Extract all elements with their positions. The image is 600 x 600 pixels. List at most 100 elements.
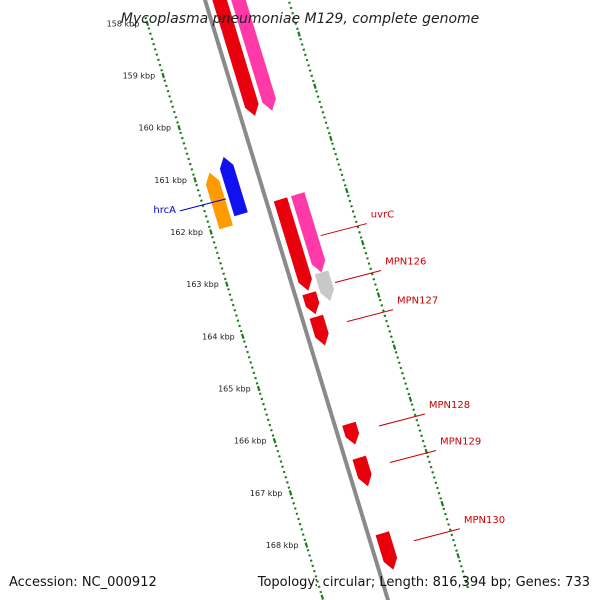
scale-minor-tick: [262, 402, 265, 406]
scale-minor-tick: [285, 481, 289, 484]
gene-arrow-red: [302, 291, 320, 315]
scale-minor-tick: [415, 418, 419, 422]
scale-minor-tick: [238, 324, 241, 328]
scale-minor-tick: [243, 340, 246, 343]
scale-minor-tick: [321, 111, 325, 114]
scale-minor-tick: [271, 434, 275, 437]
scale-minor-tick: [432, 476, 436, 479]
scale-minor-tick: [455, 549, 458, 552]
scale-minor-tick: [300, 528, 303, 531]
scale-major-tick-right: [392, 344, 397, 350]
scale-label: 166 kbp: [234, 437, 267, 446]
scale-major-tick-right: [313, 83, 317, 89]
gene-arrow-red: [273, 197, 312, 291]
scale-minor-tick: [331, 142, 334, 145]
scale-minor-tick: [301, 533, 305, 536]
gene-arrow-pink: [291, 192, 326, 273]
backbone-track: [202, 0, 391, 600]
scale-minor-tick: [342, 178, 345, 182]
scale-minor-tick: [354, 220, 358, 224]
scale-minor-tick: [270, 428, 273, 432]
scale-minor-tick: [179, 131, 183, 135]
scale-minor-tick: [351, 210, 355, 213]
scale-minor-tick: [168, 95, 171, 98]
scale-minor-tick: [268, 423, 272, 427]
scale-minor-tick: [370, 272, 374, 276]
scale-minor-tick: [332, 147, 336, 151]
scale-major-tick: [209, 229, 213, 235]
scale-minor-tick: [288, 1, 291, 5]
scale-major-tick-right: [376, 292, 381, 298]
scale-minor-tick: [228, 293, 232, 296]
scale-minor-tick: [459, 564, 463, 568]
scale-minor-tick: [149, 32, 152, 36]
scale-minor-tick: [192, 173, 195, 176]
scale-minor-tick: [463, 575, 466, 578]
scale-minor-tick: [297, 517, 300, 521]
scale-minor-tick: [299, 37, 302, 41]
scale-minor-tick: [282, 470, 286, 474]
map-title: Mycoplasma pneumoniae M129, complete gen…: [121, 11, 480, 27]
scale-minor-tick: [310, 74, 314, 78]
scale-minor-tick: [452, 538, 455, 542]
scale-minor-tick: [180, 136, 184, 140]
scale-minor-tick: [290, 496, 294, 500]
scale-minor-tick: [185, 152, 189, 156]
scale-minor-tick: [335, 157, 339, 161]
scale-minor-tick: [291, 11, 295, 15]
gene-arrow-red: [375, 531, 398, 570]
scale-minor-tick: [198, 194, 202, 197]
scale-minor-tick: [308, 69, 312, 72]
scale-minor-tick: [314, 575, 318, 578]
gene-arrow-red: [309, 314, 329, 346]
scale-minor-tick: [287, 486, 291, 489]
label-leader-line: [389, 450, 437, 464]
scale-minor-tick: [318, 100, 322, 104]
scale-minor-tick: [147, 27, 151, 30]
scale-label: 160 kbp: [139, 124, 172, 133]
scale-minor-tick: [246, 350, 249, 354]
scale-minor-tick: [429, 465, 433, 469]
scale-minor-tick: [196, 188, 200, 192]
scale-major-tick-right: [440, 500, 445, 507]
scale-minor-tick: [366, 257, 369, 260]
scale-minor-tick: [319, 105, 323, 109]
scale-label: 163 kbp: [186, 280, 219, 289]
scale-minor-tick: [326, 126, 330, 130]
scale-minor-tick: [464, 580, 468, 584]
scale-minor-tick: [380, 304, 384, 307]
accession-text: Accession: NC_000912: [9, 575, 157, 590]
scale-minor-tick: [266, 418, 270, 422]
scale-minor-tick: [258, 392, 262, 396]
scale-minor-tick: [359, 236, 363, 239]
scale-major-tick: [145, 20, 150, 27]
scale-minor-tick: [200, 199, 203, 202]
scale-label: 162 kbp: [170, 228, 203, 237]
scale-minor-tick: [278, 455, 281, 458]
scale-major-tick-right: [456, 553, 460, 559]
scale-minor-tick: [165, 84, 168, 88]
scale-minor-tick: [356, 225, 360, 229]
gene-labels: hrcA uvrC MPN126 MPN127 MPN128 MPN129 MPN130: [153, 198, 505, 542]
scale-minor-tick: [386, 324, 390, 328]
scale-minor-tick: [418, 429, 422, 432]
scale-minor-tick: [249, 361, 253, 364]
scale-minor-tick: [309, 559, 313, 562]
scale-minor-tick: [340, 173, 344, 177]
scale-minor-tick: [303, 538, 307, 542]
scale-minor-tick: [389, 335, 393, 338]
scale-minor-tick: [391, 340, 395, 344]
label-leader-line: [413, 528, 460, 542]
scale-minor-tick: [343, 184, 347, 187]
scale-minor-tick: [410, 403, 414, 406]
scale-minor-tick: [417, 424, 420, 427]
scale-minor-tick: [292, 17, 296, 20]
scale-minor-tick: [292, 502, 296, 505]
scale-minor-tick: [348, 199, 352, 203]
scale-minor-tick: [458, 559, 462, 563]
scale-minor-tick: [423, 444, 427, 448]
scale-minor-tick: [219, 262, 222, 265]
scale-minor-tick: [252, 371, 256, 375]
scale-minor-tick: [378, 298, 382, 302]
